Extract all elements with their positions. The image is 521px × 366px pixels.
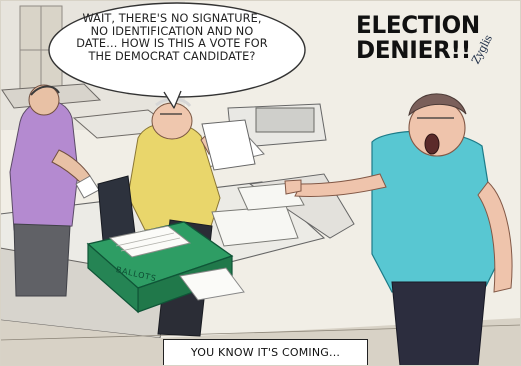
purple-shirt-worker-hair <box>30 85 60 96</box>
yellow-shirt-worker-head <box>151 102 193 140</box>
teal-shirt-woman-pants <box>391 281 487 366</box>
teal-shirt-woman-hand <box>284 179 302 195</box>
teal-shirt-woman-pointing-arm <box>294 173 387 198</box>
speech-bubble-text: WAIT, THERE'S NO SIGNATURE, NO IDENTIFIC… <box>76 12 268 63</box>
teal-shirt-woman-mouth <box>424 133 440 155</box>
ballot-stack-line-2 <box>120 237 181 252</box>
loose-papers-front <box>179 267 245 301</box>
teal-shirt-woman-right-arm <box>477 181 513 293</box>
election-denier-exclamation: ELECTION DENIER!! <box>356 11 480 65</box>
printer-top <box>255 107 315 133</box>
ballot-stack-line-1 <box>115 232 175 247</box>
teal-shirt-woman-hair <box>408 93 467 117</box>
speech-bubble-tail <box>163 90 182 109</box>
caption-box: YOU KNOW IT'S COMING... <box>163 339 368 366</box>
ballot-box-front <box>87 242 139 314</box>
purple-shirt-worker-pants <box>13 223 71 297</box>
ballot-held-by-worker <box>201 119 256 171</box>
purple-shirt-worker-head <box>28 84 60 116</box>
